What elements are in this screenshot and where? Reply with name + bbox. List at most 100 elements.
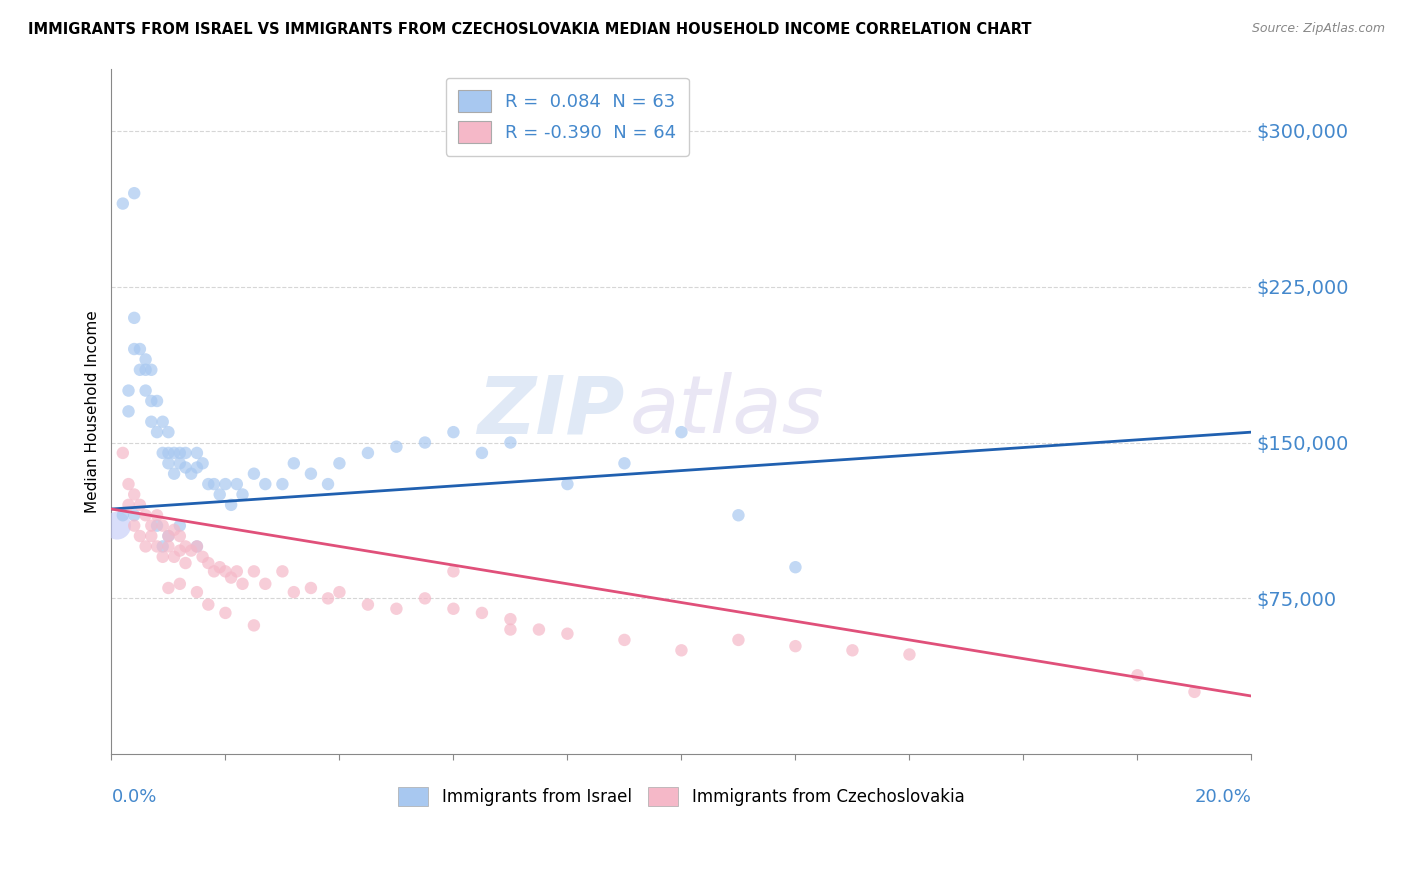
Point [413,435,436,450]
Point [225,477,247,491]
Point [208,487,231,501]
Point [135,384,157,398]
Point [527,623,550,637]
Point [146,508,169,523]
Point [283,456,305,470]
Point [225,565,247,579]
Point [163,446,186,460]
Point [727,632,749,647]
Y-axis label: Median Household Income: Median Household Income [86,310,100,513]
Point [1126,668,1149,682]
Text: ZIP: ZIP [477,372,624,450]
Point [163,523,186,537]
Point [152,540,174,554]
Point [243,467,266,481]
Point [169,543,191,558]
Point [385,440,408,454]
Point [499,623,522,637]
Point [157,529,180,543]
Point [129,498,152,512]
Point [135,352,157,367]
Point [146,540,169,554]
Point [613,632,636,647]
Point [135,540,157,554]
Point [174,540,197,554]
Point [117,477,139,491]
Point [214,565,236,579]
Point [214,477,236,491]
Point [231,487,253,501]
Point [243,565,266,579]
Point [163,467,186,481]
Point [499,612,522,626]
Point [202,477,225,491]
Point [191,549,214,564]
Point [283,585,305,599]
Text: Source: ZipAtlas.com: Source: ZipAtlas.com [1251,22,1385,36]
Point [111,446,134,460]
Point [299,467,322,481]
Point [202,565,225,579]
Point [186,460,208,475]
Point [441,565,464,579]
Point [152,518,174,533]
Point [180,543,202,558]
Point [214,606,236,620]
Point [122,518,145,533]
Point [141,529,163,543]
Point [186,446,208,460]
Point [141,415,163,429]
Text: 20.0%: 20.0% [1195,789,1251,806]
Point [271,565,294,579]
Point [357,598,380,612]
Point [471,606,494,620]
Point [122,342,145,356]
Point [785,639,807,653]
Text: IMMIGRANTS FROM ISRAEL VS IMMIGRANTS FROM CZECHOSLOVAKIA MEDIAN HOUSEHOLD INCOME: IMMIGRANTS FROM ISRAEL VS IMMIGRANTS FRO… [28,22,1032,37]
Point [328,585,350,599]
Point [197,556,219,570]
Point [169,577,191,591]
Point [105,518,128,533]
Point [357,446,380,460]
Point [157,425,180,439]
Point [135,363,157,377]
Point [157,540,180,554]
Point [254,577,277,591]
Point [141,518,163,533]
Point [146,425,169,439]
Point [122,186,145,201]
Point [441,425,464,439]
Point [169,446,191,460]
Point [122,487,145,501]
Point [413,591,436,606]
Point [727,508,749,523]
Point [299,581,322,595]
Point [152,415,174,429]
Point [129,529,152,543]
Point [157,446,180,460]
Point [208,560,231,574]
Legend: Immigrants from Israel, Immigrants from Czechoslovakia: Immigrants from Israel, Immigrants from … [389,779,973,814]
Point [186,540,208,554]
Point [186,585,208,599]
Point [122,508,145,523]
Point [243,618,266,632]
Point [129,363,152,377]
Point [219,498,242,512]
Point [191,456,214,470]
Point [111,196,134,211]
Point [316,591,339,606]
Point [117,498,139,512]
Text: 0.0%: 0.0% [111,789,157,806]
Point [146,518,169,533]
Point [117,404,139,418]
Point [163,549,186,564]
Point [219,571,242,585]
Point [197,477,219,491]
Point [499,435,522,450]
Point [197,598,219,612]
Point [169,529,191,543]
Point [898,648,921,662]
Point [174,556,197,570]
